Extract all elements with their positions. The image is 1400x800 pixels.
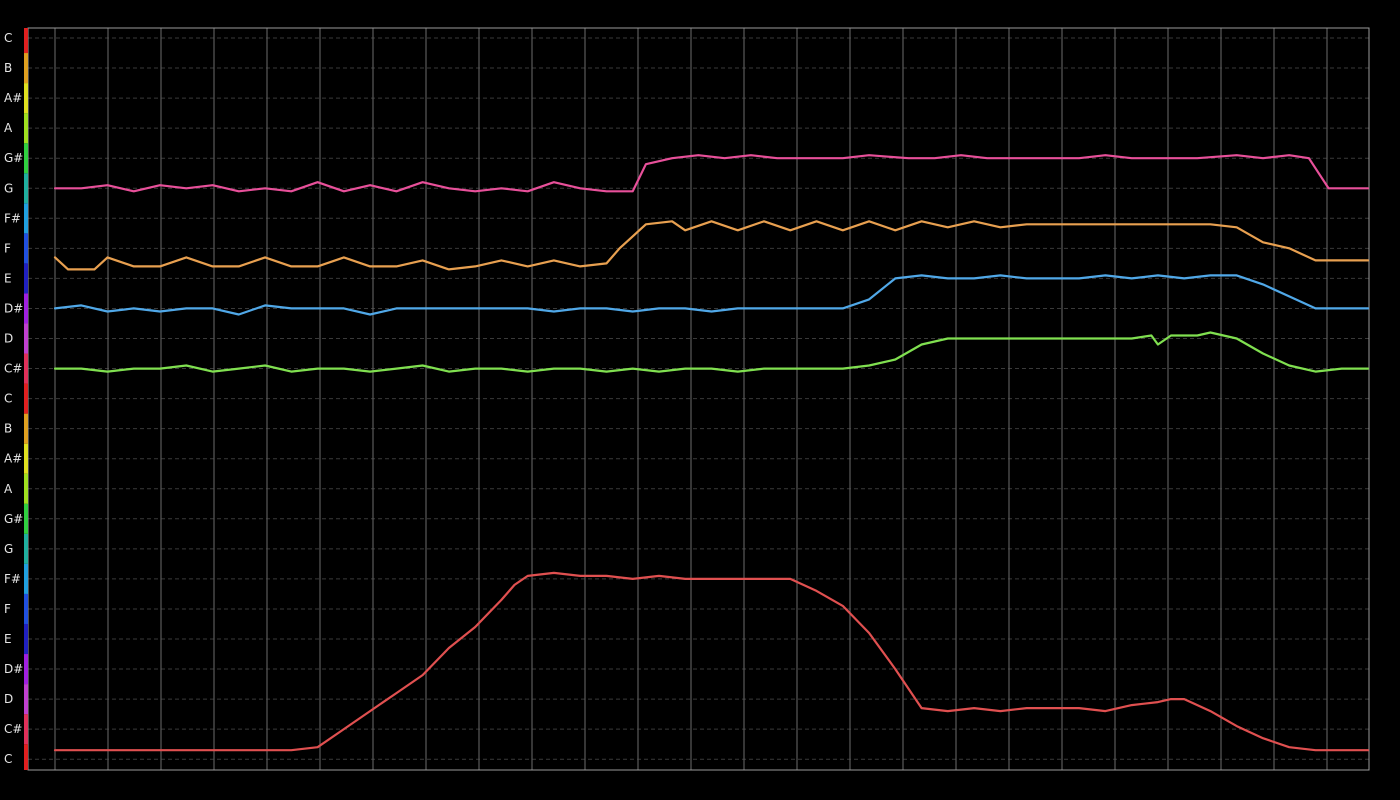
- note-color-swatch: [24, 233, 28, 264]
- note-label: E: [4, 271, 12, 285]
- note-label: G#: [4, 512, 23, 526]
- series-line-4: [53, 331, 1370, 373]
- note-color-swatch: [24, 353, 28, 384]
- series-line-5: [53, 571, 1370, 752]
- note-label: C: [4, 752, 12, 766]
- note-label: A: [4, 482, 13, 496]
- series-line-3: [53, 274, 1370, 316]
- note-color-swatch: [24, 533, 28, 564]
- note-label: A#: [4, 91, 22, 105]
- note-color-swatch: [24, 684, 28, 715]
- note-color-bar: [24, 28, 28, 770]
- note-label: F: [4, 241, 11, 255]
- note-color-swatch: [24, 263, 28, 294]
- note-label: B: [4, 61, 12, 75]
- note-label: D: [4, 332, 13, 346]
- note-label: G#: [4, 151, 23, 165]
- note-labels: C C# D D# E F F# G G# A A# B C C# D D# E F F# G G# A A# B C: [4, 31, 23, 766]
- note-label: C#: [4, 362, 22, 376]
- note-color-swatch: [24, 83, 28, 114]
- series-line-2: [53, 220, 1370, 271]
- note-color-swatch: [24, 53, 28, 84]
- note-color-swatch: [24, 473, 28, 504]
- note-label: C#: [4, 722, 22, 736]
- note-color-swatch: [24, 503, 28, 534]
- note-color-swatch: [24, 744, 28, 770]
- note-color-swatch: [24, 593, 28, 624]
- note-label: G: [4, 542, 13, 556]
- note-label: C: [4, 31, 12, 45]
- note-color-swatch: [24, 383, 28, 414]
- note-color-swatch: [24, 28, 28, 54]
- note-color-swatch: [24, 714, 28, 745]
- note-label: F#: [4, 572, 21, 586]
- series-line-1: [53, 154, 1370, 193]
- note-color-swatch: [24, 203, 28, 234]
- note-color-swatch: [24, 654, 28, 685]
- note-label: D: [4, 692, 13, 706]
- note-color-swatch: [24, 113, 28, 144]
- pitch-series: [53, 154, 1370, 752]
- note-label: C: [4, 392, 12, 406]
- note-label: B: [4, 422, 12, 436]
- note-label: D#: [4, 662, 23, 676]
- note-color-swatch: [24, 563, 28, 594]
- note-label: G: [4, 181, 13, 195]
- note-label: E: [4, 632, 12, 646]
- note-color-swatch: [24, 623, 28, 655]
- note-color-swatch: [24, 323, 28, 354]
- note-color-swatch: [24, 173, 28, 204]
- note-label: F#: [4, 211, 21, 225]
- note-label: A#: [4, 452, 22, 466]
- note-color-swatch: [24, 413, 28, 444]
- note-label: F: [4, 602, 11, 616]
- note-label: D#: [4, 301, 23, 315]
- vertical-gridlines: [54, 28, 1328, 770]
- note-color-swatch: [24, 143, 28, 174]
- note-color-swatch: [24, 443, 28, 474]
- note-color-swatch: [24, 293, 28, 324]
- note-label: A: [4, 121, 13, 135]
